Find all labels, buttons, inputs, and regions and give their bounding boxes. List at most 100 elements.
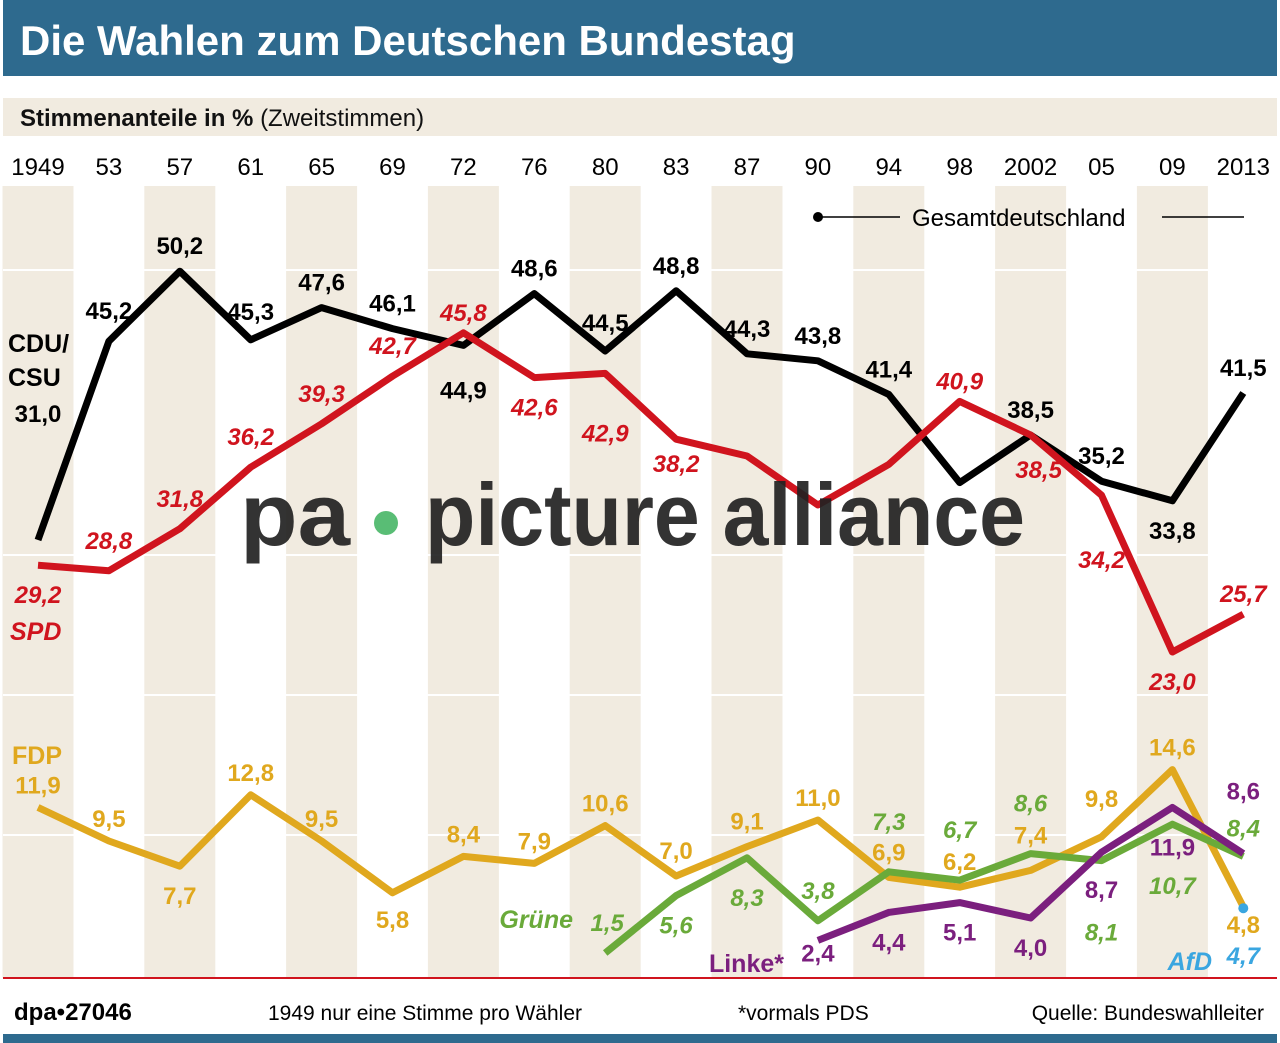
column-band (2, 186, 74, 978)
data-label-cdu: 44,3 (724, 316, 771, 343)
data-label-gruene: 6,7 (943, 817, 978, 844)
series-name-label: CSU (8, 364, 61, 392)
data-label-cdu: 44,5 (582, 310, 629, 337)
data-label-spd: 34,2 (1078, 547, 1125, 574)
data-label-cdu: 43,8 (795, 323, 842, 350)
data-label-fdp: 7,9 (518, 828, 551, 855)
data-label-linke: 11,9 (1150, 834, 1195, 861)
data-label-gruene: 8,4 (1227, 815, 1260, 842)
data-label-cdu: 45,2 (86, 298, 133, 325)
series-name-label: Linke* (709, 950, 784, 978)
watermark-text-left: pa (240, 465, 351, 564)
column-band (1136, 186, 1208, 978)
data-label-spd: 38,2 (653, 451, 700, 478)
data-label-fdp: 8,4 (447, 821, 481, 848)
data-label-fdp: 11,9 (15, 772, 60, 799)
data-label-fdp: 10,6 (582, 791, 629, 818)
x-tick-label: 76 (521, 154, 548, 181)
footer-note-2: *vormals PDS (738, 1002, 869, 1025)
x-tick-label: 1949 (11, 154, 64, 181)
data-label-spd: 29,2 (14, 582, 62, 609)
series-line-spd (37, 329, 1245, 656)
data-label-fdp: 6,2 (943, 849, 976, 876)
data-label-cdu: 47,6 (298, 270, 345, 297)
x-tick-label: 53 (96, 154, 123, 181)
data-label-cdu: 50,2 (156, 233, 203, 260)
data-label-fdp: 14,6 (1149, 735, 1196, 762)
data-label-fdp: 7,7 (163, 883, 196, 910)
series-line-fdp (36, 766, 1247, 909)
legend-label: Gesamtdeutschland (912, 205, 1125, 232)
data-label-spd: 38,5 (1015, 457, 1062, 484)
footer-note-1: 1949 nur eine Stimme pro Wähler (268, 1002, 582, 1025)
data-point-afd (1238, 903, 1249, 914)
subtitle-band (3, 98, 1277, 136)
legend: Gesamtdeutschland (813, 205, 1244, 232)
data-label-linke: 4,0 (1014, 935, 1047, 962)
data-label-gruene: 7,3 (872, 809, 906, 836)
column-band (995, 186, 1067, 978)
data-label-cdu: 33,8 (1149, 518, 1196, 545)
data-label-linke: 4,4 (872, 929, 906, 956)
data-label-spd: 39,3 (298, 381, 345, 408)
series-name-label: AfD (1167, 948, 1212, 976)
x-tick-label: 65 (308, 154, 335, 181)
data-label-fdp: 7,4 (1014, 822, 1048, 849)
data-label-spd: 42,6 (510, 395, 558, 422)
data-label-linke: 8,7 (1085, 877, 1118, 904)
watermark-text-right: picture alliance (425, 465, 1025, 564)
x-tick-label: 2002 (1004, 154, 1057, 181)
data-label-gruene: 5,6 (659, 913, 693, 940)
data-label-fdp: 9,5 (305, 806, 338, 833)
data-label-gruene: 8,6 (1014, 791, 1048, 818)
data-label-gruene: 10,7 (1149, 873, 1197, 900)
series-line-linke (816, 803, 1246, 944)
dpa-id: dpa•27046 (14, 999, 132, 1026)
x-tick-label: 87 (734, 154, 761, 181)
data-label-fdp: 11,0 (795, 785, 840, 812)
series-name-label: FDP (12, 742, 62, 770)
data-label-spd: 45,8 (439, 300, 487, 327)
x-tick-label: 05 (1088, 154, 1115, 181)
x-tick-label: 2013 (1217, 154, 1270, 181)
data-label-spd: 40,9 (935, 368, 983, 395)
data-label-cdu: 41,4 (865, 356, 912, 383)
data-label-fdp: 6,9 (872, 839, 905, 866)
data-label-gruene: 3,8 (801, 878, 835, 905)
data-label-cdu: 46,1 (369, 291, 416, 318)
x-tick-label: 83 (663, 154, 690, 181)
data-label-linke: 5,1 (943, 920, 976, 947)
data-label-spd: 42,7 (368, 333, 417, 360)
x-tick-label: 69 (379, 154, 406, 181)
series-line-gruene (602, 820, 1245, 956)
data-label-spd: 36,2 (227, 424, 274, 451)
series-name-label: CDU/ (8, 330, 69, 358)
series-name-label: Grüne (499, 906, 573, 934)
data-label-linke: 8,6 (1227, 779, 1260, 806)
x-tick-label: 94 (875, 154, 902, 181)
data-label-cdu: 35,2 (1078, 443, 1125, 470)
data-label-fdp: 9,8 (1085, 786, 1118, 813)
data-label-cdu: 45,3 (227, 299, 274, 326)
data-label-fdp: 7,0 (659, 838, 692, 865)
data-label-fdp: 12,8 (227, 760, 274, 787)
data-label-fdp: 4,8 (1227, 912, 1260, 939)
data-label-spd: 25,7 (1219, 581, 1268, 608)
x-tick-label: 90 (805, 154, 832, 181)
data-label-spd: 31,8 (156, 486, 203, 513)
data-label-gruene: 1,5 (591, 910, 625, 937)
x-tick-label: 98 (946, 154, 973, 181)
data-label-gruene: 8,3 (730, 885, 764, 912)
column-band (853, 186, 925, 978)
footer-source: Quelle: Bundeswahlleiter (1032, 1002, 1264, 1025)
x-tick-label: 72 (450, 154, 477, 181)
chart-title: Die Wahlen zum Deutschen Bundestag (20, 17, 796, 64)
data-label-cdu: 44,9 (440, 377, 487, 404)
data-label-cdu: 48,8 (653, 253, 700, 280)
x-tick-label: 57 (166, 154, 193, 181)
data-label-spd: 23,0 (1148, 669, 1196, 696)
data-label-afd: 4,7 (1226, 943, 1262, 970)
x-tick-label: 09 (1159, 154, 1186, 181)
